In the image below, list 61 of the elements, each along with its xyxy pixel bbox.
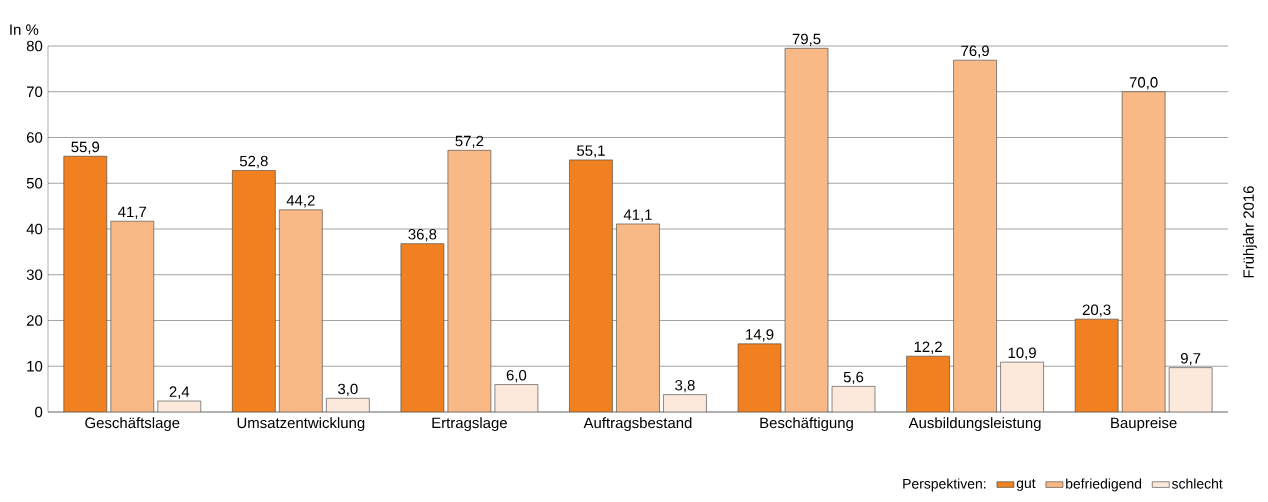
y-tick-label: 30 [26, 269, 43, 281]
bar [279, 209, 323, 412]
legend-label: befriedigend [1066, 478, 1142, 492]
data-label: 2,4 [169, 386, 190, 399]
bar [906, 355, 950, 412]
data-label: 20,3 [1082, 304, 1111, 317]
data-label: 52,8 [239, 155, 268, 169]
bar [616, 223, 660, 412]
bar [1074, 318, 1119, 412]
x-tick-label: Baupreise [1111, 417, 1177, 432]
x-tick-label: Ausbildungsleistung [908, 417, 1041, 432]
x-tick-label: Umsatzentwicklung [237, 417, 365, 432]
bar [737, 343, 782, 412]
bar [1168, 367, 1213, 412]
y-tick-label: 20 [26, 315, 43, 326]
bar [110, 220, 155, 412]
y-tick-label: 80 [26, 40, 43, 52]
data-label: 41,7 [118, 206, 147, 219]
legend-title: Perspektiven: [903, 478, 986, 492]
data-label: 79,5 [792, 33, 821, 46]
y-tick-label: 40 [26, 223, 43, 235]
legend-label: gut [1016, 478, 1036, 491]
y-axis-title: In % [10, 24, 39, 35]
data-label: 44,2 [286, 195, 315, 208]
y-tick-label: 70 [26, 86, 43, 98]
data-label: 14,9 [746, 329, 774, 342]
data-label: 6,0 [506, 369, 527, 383]
bar [1121, 91, 1166, 412]
x-tick-label: Geschäftslage [85, 417, 180, 432]
y-tick-label: 50 [26, 177, 43, 189]
y-tick-label: 0 [35, 406, 43, 418]
bar [63, 155, 108, 412]
bar [569, 159, 613, 412]
text: Frühjahr 2016 [1242, 186, 1257, 278]
bar [494, 384, 539, 412]
data-label: 36,8 [408, 228, 437, 242]
data-label: 9,7 [1180, 352, 1201, 366]
x-tick-label: Beschäftigung [760, 417, 853, 432]
bar [400, 243, 445, 412]
data-label: 55,1 [577, 145, 605, 158]
y-tick-label: 60 [26, 132, 43, 143]
y-tick-label: 10 [27, 360, 43, 372]
x-tick-label: Auftragsbestand [583, 417, 692, 432]
legend-label: schlecht [1171, 478, 1223, 489]
data-label: 41,1 [623, 209, 652, 222]
bar [447, 150, 492, 412]
data-label: 3,0 [338, 383, 358, 396]
data-label: 3,8 [675, 379, 695, 393]
data-label: 55,9 [71, 141, 100, 154]
data-label: 57,2 [455, 135, 484, 148]
bar [663, 394, 707, 412]
bar [1000, 361, 1044, 412]
data-label: 76,9 [961, 45, 989, 58]
x-tick-label: Ertragslage [432, 417, 507, 432]
bar [784, 47, 829, 412]
data-label: 10,9 [1008, 347, 1036, 360]
bar [232, 170, 276, 412]
data-label: 70,0 [1129, 77, 1158, 90]
data-label: 12,2 [914, 341, 942, 354]
bar [953, 59, 997, 412]
data-label: 5,6 [843, 371, 864, 385]
